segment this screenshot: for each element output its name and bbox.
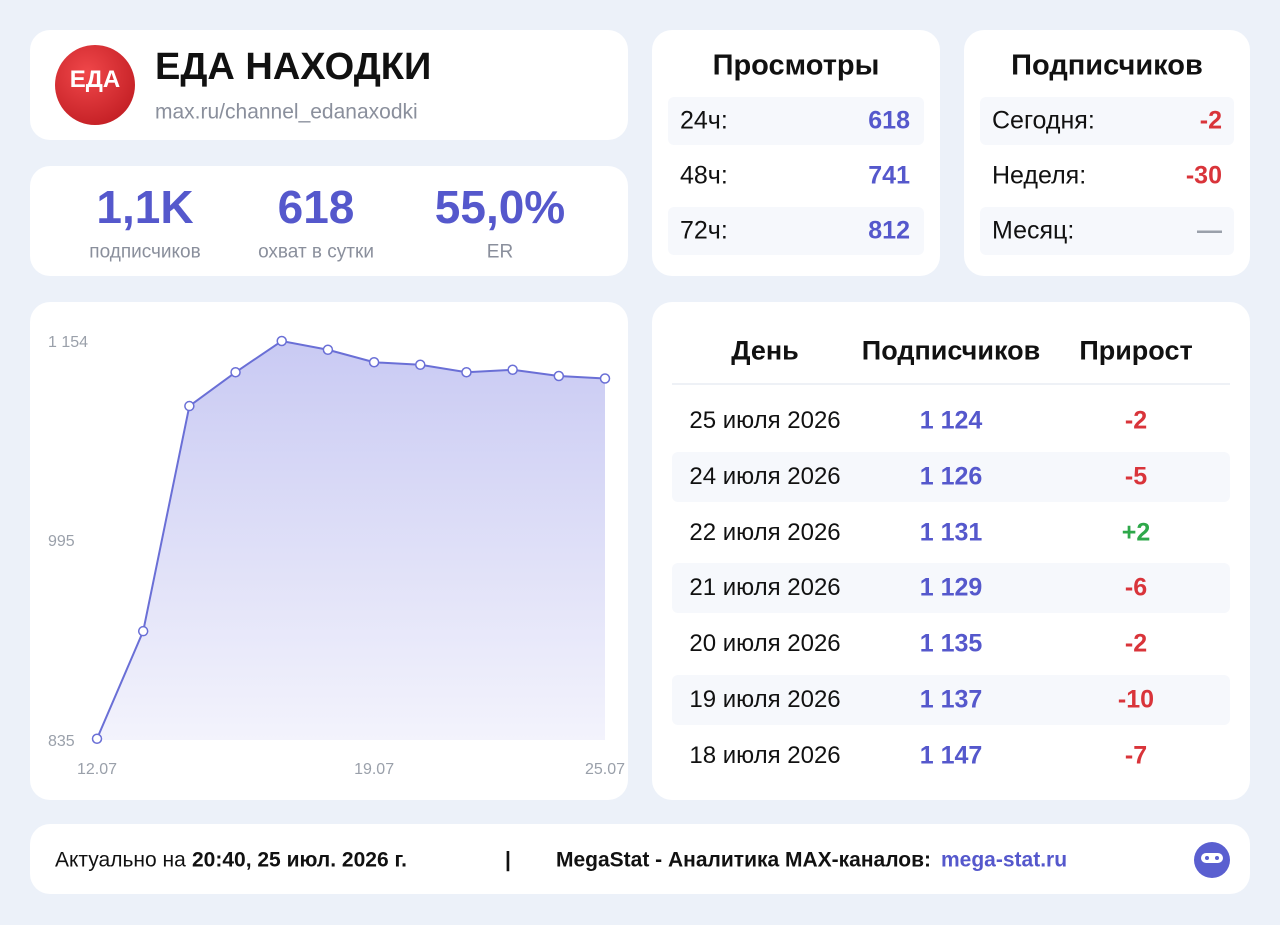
table-header: День [731, 335, 799, 366]
table-subscribers: 1 131 [919, 518, 983, 547]
subscribers-value: -30 [1185, 161, 1222, 190]
views-row-bg [668, 207, 924, 255]
views-title: Просмотры [712, 49, 880, 82]
views-value: 618 [868, 106, 910, 135]
table-date: 22 июля 2026 [689, 518, 841, 546]
point [91, 733, 103, 744]
views-row-bg [668, 97, 924, 145]
subscribers-period: Месяц: [992, 216, 1075, 245]
table-date: 20 июля 2026 [689, 630, 841, 658]
views-value: 741 [868, 161, 910, 190]
y-tick-label: 835 [48, 733, 75, 750]
table-subscribers: 1 147 [919, 741, 983, 770]
stat-label: подписчиков [89, 241, 201, 263]
subscribers-period: Сегодня: [992, 106, 1095, 135]
table-date: 18 июля 2026 [689, 741, 841, 769]
table-card [652, 302, 1250, 800]
table-subscribers: 1 126 [919, 462, 983, 491]
footer-prefix: Актуально на [55, 848, 186, 872]
table-growth: -6 [1124, 573, 1148, 602]
table-growth: -2 [1124, 629, 1148, 658]
table-growth: -5 [1124, 462, 1148, 491]
subscribers-title: Подписчиков [1011, 49, 1203, 82]
point [461, 367, 472, 378]
table-growth: -7 [1124, 741, 1148, 770]
avatar-text: ЕДА [69, 66, 121, 93]
footer-link[interactable]: mega-stat.ru [941, 848, 1068, 872]
stats-card [30, 166, 628, 276]
point [322, 344, 334, 356]
y-tick-label: 995 [48, 533, 75, 550]
table-subscribers: 1 135 [919, 629, 983, 658]
y-tick-label: 1 154 [48, 334, 88, 351]
table-subscribers: 1 137 [919, 685, 983, 714]
subscribers-row-bg [980, 207, 1234, 255]
stat-label: ER [486, 241, 514, 263]
views-period: 24ч: [680, 106, 728, 135]
footer-time: 20:40, 25 июл. 2026 г. [192, 848, 407, 872]
point [184, 400, 195, 412]
x-tick-label: 19.07 [354, 761, 394, 778]
brand-icon [1194, 842, 1230, 878]
footer-separator: | [505, 848, 511, 872]
table-date: 21 июля 2026 [689, 574, 841, 602]
table-subscribers: 1 129 [919, 573, 983, 602]
table-subscribers: 1 124 [919, 406, 983, 435]
table-growth: -2 [1124, 406, 1148, 435]
point [415, 359, 426, 371]
x-tick-label: 12.07 [77, 761, 117, 778]
table-header: Подписчиков [861, 335, 1041, 366]
table-row-bg [672, 675, 1230, 725]
channel-url: max.ru/channel_edanaxodki [155, 100, 418, 124]
table-date: 25 июля 2026 [689, 407, 841, 434]
table-row-bg [672, 563, 1230, 614]
line [96, 339, 606, 740]
point [137, 625, 149, 637]
stat-value: 55,0% [434, 181, 566, 233]
chart: 835 995 1 154 12.07 19.07 25.07 [48, 334, 625, 778]
table-growth: -10 [1117, 685, 1155, 714]
avatar [55, 45, 135, 125]
channel-title: ЕДА НАХОДКИ [155, 46, 432, 88]
subscribers-value: -2 [1199, 106, 1222, 135]
table-header: Прирост [1079, 335, 1193, 366]
stat-label: охват в сутки [258, 241, 374, 263]
table-row-bg [672, 451, 1230, 502]
views-period: 48ч: [680, 161, 728, 190]
point [599, 373, 611, 384]
footer-brand: MegaStat - Аналитика MAX-каналов: [556, 848, 932, 872]
point [230, 367, 241, 378]
table-divider [672, 383, 1230, 385]
views-period: 72ч: [680, 216, 728, 245]
table-date: 24 июля 2026 [689, 462, 841, 490]
point [368, 357, 380, 368]
table-growth: +2 [1121, 518, 1151, 547]
table-date: 19 июля 2026 [689, 686, 841, 713]
footer-card [30, 824, 1250, 894]
subscribers-row-bg [980, 97, 1234, 145]
point [553, 370, 565, 382]
area [97, 341, 605, 740]
stat-value: 1,1K [96, 181, 194, 233]
subscribers-value: — [1197, 216, 1222, 245]
subscribers-period: Неделя: [992, 161, 1087, 190]
point [507, 364, 518, 376]
point [276, 335, 287, 347]
stat-value: 618 [277, 181, 355, 233]
x-tick-label: 25.07 [585, 761, 625, 778]
views-value: 812 [868, 216, 910, 245]
